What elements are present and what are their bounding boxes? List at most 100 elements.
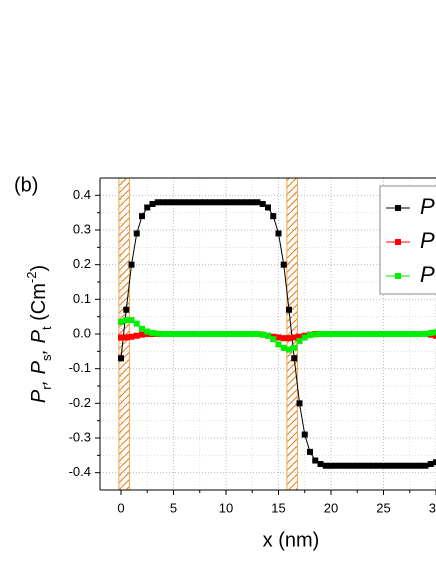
data-point <box>196 331 203 337</box>
x-tick-label: 5 <box>170 500 177 515</box>
data-point <box>160 331 166 337</box>
data-point <box>338 331 345 337</box>
data-point <box>170 331 177 337</box>
data-point <box>333 331 340 337</box>
legend-marker <box>395 205 401 211</box>
data-point <box>181 199 187 206</box>
data-point <box>296 400 303 407</box>
data-point <box>270 213 277 220</box>
y-label-part: (Cm <box>28 283 50 326</box>
data-point <box>312 331 319 338</box>
x-tick-label: 20 <box>324 500 338 515</box>
y-tick-label: -0.2 <box>69 395 91 410</box>
x-tick-label: 25 <box>376 500 390 515</box>
data-point <box>359 331 366 337</box>
data-point <box>406 462 413 469</box>
y-label-part: r <box>39 385 54 390</box>
data-point <box>433 329 436 336</box>
data-point <box>165 199 172 206</box>
data-point <box>191 199 198 206</box>
data-point <box>317 461 324 467</box>
data-point <box>301 334 308 341</box>
data-point <box>433 332 436 339</box>
data-point <box>412 462 418 469</box>
data-point <box>118 355 124 362</box>
data-point <box>349 462 355 469</box>
x-axis-label: x (nm) <box>263 529 320 551</box>
data-point <box>338 462 345 469</box>
data-point <box>291 344 298 351</box>
data-point <box>422 462 429 469</box>
data-point <box>396 462 403 469</box>
legend-label: P <box>420 194 435 219</box>
data-point <box>133 332 140 339</box>
x-tick-label: 0 <box>117 500 124 515</box>
data-point <box>118 318 124 325</box>
data-point <box>181 331 187 337</box>
y-label-part: ) <box>28 265 50 272</box>
data-point <box>322 331 329 337</box>
data-point <box>307 448 313 455</box>
data-point <box>160 199 166 206</box>
data-point <box>380 462 387 469</box>
y-label-part: t <box>39 326 54 330</box>
data-point <box>265 332 271 339</box>
y-tick-label: 0.2 <box>73 256 91 271</box>
data-point <box>265 204 271 211</box>
data-point <box>286 346 292 353</box>
x-tick-label: 10 <box>219 500 233 515</box>
data-point <box>128 317 135 324</box>
data-point <box>186 199 193 206</box>
data-point <box>202 199 208 206</box>
data-point <box>123 334 130 341</box>
y-tick-label: 0.0 <box>73 325 91 340</box>
legend-marker <box>395 239 401 245</box>
data-point <box>427 329 434 336</box>
data-point <box>133 230 140 237</box>
data-point <box>212 331 219 337</box>
y-tick-label: 0.4 <box>73 187 91 202</box>
data-point <box>296 333 303 340</box>
data-point <box>144 328 151 335</box>
data-point <box>249 199 256 206</box>
data-point <box>275 334 282 341</box>
data-point <box>128 261 135 268</box>
y-tick-label: 0.3 <box>73 221 91 236</box>
data-point <box>144 204 151 211</box>
data-point <box>417 462 424 469</box>
panel-label: (b) <box>14 174 38 196</box>
data-point <box>128 333 135 340</box>
y-tick-label: -0.4 <box>69 464 91 479</box>
data-point <box>123 317 130 324</box>
data-point <box>343 462 350 469</box>
data-point <box>412 331 418 337</box>
data-point <box>354 462 361 469</box>
data-point <box>228 331 235 337</box>
data-point <box>223 331 229 337</box>
data-point <box>280 261 287 268</box>
legend-label: P <box>420 228 435 253</box>
data-point <box>291 355 298 362</box>
data-point <box>249 331 256 337</box>
data-point <box>417 331 424 337</box>
data-point <box>223 199 229 206</box>
data-point <box>212 199 219 206</box>
data-point <box>118 334 124 341</box>
data-point <box>275 341 282 348</box>
y-label-part: -2 <box>24 272 39 284</box>
data-point <box>270 336 277 343</box>
x-tick-label: 30 <box>429 500 436 515</box>
data-point <box>359 462 366 469</box>
data-point <box>244 331 250 337</box>
data-point <box>233 199 240 206</box>
data-point <box>196 199 203 206</box>
data-point <box>333 462 340 469</box>
data-point <box>238 331 245 337</box>
data-point <box>375 331 382 337</box>
data-point <box>364 462 371 469</box>
data-point <box>401 462 408 469</box>
data-point <box>286 306 292 313</box>
data-point <box>259 201 266 207</box>
